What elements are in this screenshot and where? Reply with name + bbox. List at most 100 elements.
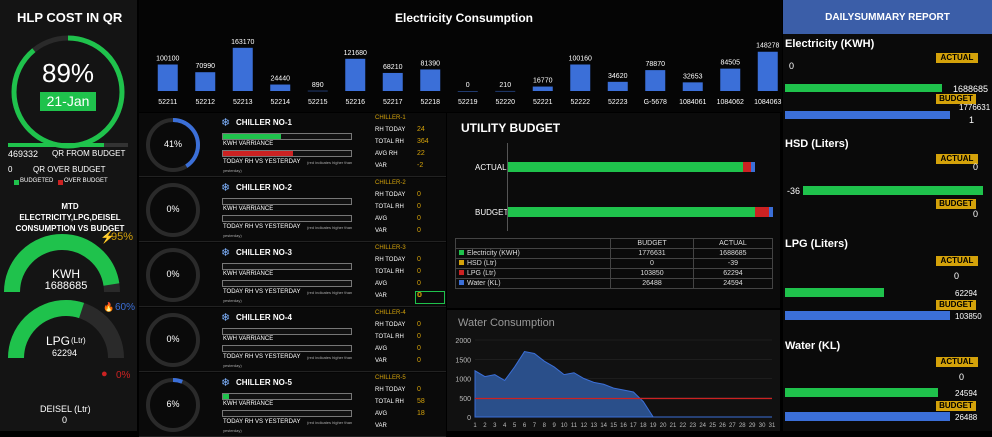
water-xtick: 4 (503, 423, 507, 429)
utility-bar-segment (754, 207, 770, 217)
water-xtick: 21 (670, 423, 677, 429)
chiller-percent: 0% (166, 334, 180, 344)
chiller-row: 6% ❄ CHILLER NO-5 KWH VARRIANCE TODAY RH VS … (139, 373, 446, 437)
deisel-value: 0 (62, 415, 68, 425)
daily-water-budget-value: 26488 (955, 413, 978, 422)
daily-lpg-budget-bar (785, 311, 950, 320)
chiller-stat-value: -2 (417, 162, 424, 169)
rh-vs-yesterday-label: TODAY RH VS YESTERDAY (223, 224, 301, 230)
chiller-stat-value: 0 (417, 203, 421, 210)
qr-over-value: 0 (8, 165, 13, 174)
daily-elec-budget-value: 1776631 (959, 103, 991, 112)
chiller-row: 0% ❄ CHILLER NO-4 KWH VARRIANCE TODAY RH VS … (139, 308, 446, 372)
electricity-title: Electricity Consumption (394, 11, 534, 25)
water-ytick: 2000 (455, 338, 471, 345)
water-consumption-panel: Water Consumption 2000 1500 1000 500 0 1 2 3 4 5 6… (447, 310, 780, 431)
lpg-value: 62294 (52, 348, 78, 358)
rh-variance-bar (222, 345, 352, 352)
chiller-stats-title: CHILLER-3 (375, 245, 406, 251)
daily-elec-budget-bar (785, 111, 950, 119)
water-xtick: 28 (739, 423, 746, 429)
chiller-gauge (146, 313, 200, 367)
utility-table-body: Electricity (KWH) 1776631 1688685 HSD (Ltr)… (454, 248, 774, 289)
electricity-meter-label: 52219 (458, 99, 478, 106)
utility-table-name: Water (KL) (454, 278, 612, 289)
utility-bar-segment (508, 162, 743, 172)
water-xtick: 11 (571, 423, 578, 429)
electricity-meter-label: 52222 (571, 99, 591, 106)
chiller-percent: 41% (163, 139, 182, 149)
kwh-variance-label: KWH VARRIANCE (223, 271, 274, 277)
water-xtick: 31 (769, 423, 776, 429)
chiller-name: CHILLER NO-1 (236, 118, 292, 127)
electricity-bar (457, 91, 478, 92)
kwh-variance-fill (223, 134, 281, 139)
water-xtick: 1 (473, 423, 477, 429)
utility-axis (507, 143, 508, 231)
chiller-stat-value: 24 (417, 126, 425, 133)
electricity-meter-label: 52221 (533, 99, 553, 106)
water-xtick: 12 (581, 423, 588, 429)
snowflake-icon: ❄ (221, 377, 231, 389)
electricity-bar-label: 121680 (344, 50, 367, 57)
electricity-bar-label: 890 (312, 82, 324, 89)
utility-table-row: HSD (Ltr) 0 -39 (454, 258, 774, 269)
kwh-variance-bar (222, 198, 352, 205)
legend-over: OVER BUDGET (64, 178, 108, 184)
drop-icon: ● (101, 368, 108, 380)
chiller-percent: 0% (166, 204, 180, 214)
daily-title: DAILYSUMMARY REPORT (825, 12, 950, 23)
kwh-variance-label: KWH VARRIANCE (223, 206, 274, 212)
kwh-gauge-arc (4, 234, 120, 293)
daily-elec-actual-bar (785, 84, 942, 92)
water-title: Water Consumption (458, 317, 555, 329)
water-xtick: 20 (660, 423, 667, 429)
water-xtick: 23 (689, 423, 696, 429)
kwh-variance-fill (223, 394, 230, 399)
daily-lpg-actual-value: 62294 (955, 289, 978, 298)
water-xtick: 7 (533, 423, 537, 429)
utility-table-actual: -39 (692, 258, 774, 269)
water-area (474, 350, 772, 418)
utility-title: UTILITY BUDGET (461, 121, 561, 135)
chiller-row: 41% ❄ CHILLER NO-1 KWH VARRIANCE TODAY RH VS… (139, 113, 446, 177)
utility-table-header-cell: BUDGET (610, 238, 694, 249)
utility-table-actual: 1688685 (692, 248, 774, 259)
chiller-stat-value: 0 (417, 215, 421, 222)
kwh-variance-bar (222, 263, 352, 270)
utility-bar-segment (508, 207, 755, 217)
chiller-stat-value: 0 (417, 357, 421, 364)
chiller-stat-value: 0 (417, 345, 421, 352)
electricity-meter-label: 1084061 (679, 99, 706, 106)
electricity-meter-label: 52220 (496, 99, 516, 106)
chiller-row: 0% ❄ CHILLER NO-3 KWH VARRIANCE TODAY RH VS … (139, 243, 446, 307)
chiller-stat-value: 22 (417, 150, 425, 157)
chiller-stat-value: 18 (417, 410, 425, 417)
electricity-meter-label: 52214 (271, 99, 291, 106)
chiller-gauge (146, 378, 200, 432)
kwh-label: KWH (52, 267, 80, 281)
lpg-gauge (8, 300, 124, 359)
chiller-stat-value: 0 (417, 280, 421, 287)
chiller-stats-title: CHILLER-5 (375, 375, 406, 381)
chiller-gauge (146, 248, 200, 302)
electricity-bar-label: 24440 (271, 76, 291, 83)
chiller-extra-cell[interactable]: 0 (415, 291, 445, 304)
electricity-bar (232, 47, 253, 91)
chiller-stat-label: AVG (375, 216, 388, 222)
water-xtick: 22 (680, 423, 687, 429)
water-xtick: 2 (483, 423, 487, 429)
electricity-bar (157, 64, 178, 91)
snowflake-icon: ❄ (221, 247, 231, 259)
chiller-name: CHILLER NO-5 (236, 378, 292, 387)
chiller-stat-value: 0 (417, 191, 421, 198)
snowflake-icon: ❄ (221, 117, 231, 129)
electricity-bar-label: 100160 (569, 55, 592, 62)
electricity-meter-label: 52212 (196, 99, 216, 106)
daily-summary-panel: DAILYSUMMARY REPORT Electricity (KWH) AC… (783, 0, 992, 431)
chiller-stat-label: TOTAL RH (375, 269, 404, 275)
electricity-bar (345, 58, 366, 91)
daily-water-budget-tag: BUDGET (936, 401, 976, 411)
electricity-meter-label: 52215 (308, 99, 328, 106)
